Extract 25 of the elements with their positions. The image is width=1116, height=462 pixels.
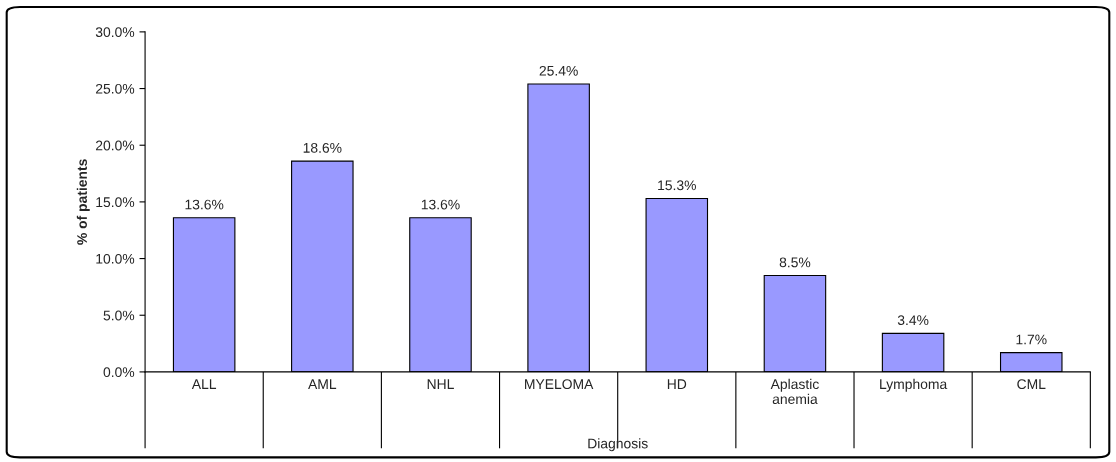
x-tick-label: NHL <box>427 379 454 389</box>
x-tick-label: Lymphoma <box>880 378 948 392</box>
data-label: 8.5% <box>779 257 811 268</box>
y-tick-label: 20.0% <box>95 140 135 151</box>
y-tick-label: 30.0% <box>95 27 135 38</box>
data-label: 1.7% <box>1016 334 1047 345</box>
data-label: 13.6% <box>421 199 460 210</box>
x-tick-label: ALL <box>191 379 217 389</box>
x-axis-title: Diagnosis <box>588 438 648 452</box>
x-tick-label: CML <box>1017 379 1046 390</box>
y-axis-title: % of patients <box>76 159 90 245</box>
y-tick-label: 10.0% <box>96 253 135 264</box>
data-label: 15.3% <box>658 180 696 191</box>
y-tick-label: 5.0% <box>103 310 135 321</box>
y-tick-label: 0.0% <box>103 367 135 378</box>
x-tick-label: AML <box>308 379 337 389</box>
data-label: 13.6% <box>185 199 224 210</box>
x-tick-label: Aplastic anemia <box>770 378 819 405</box>
x-tick-label: HD <box>667 379 687 389</box>
x-tick-label: MYELOMA <box>525 379 594 390</box>
data-label: 25.4% <box>539 65 578 76</box>
y-tick-label: 15.0% <box>96 197 135 208</box>
data-label: 3.4% <box>897 315 929 326</box>
y-tick-label: 25.0% <box>95 83 135 94</box>
data-label: 18.6% <box>303 142 342 153</box>
